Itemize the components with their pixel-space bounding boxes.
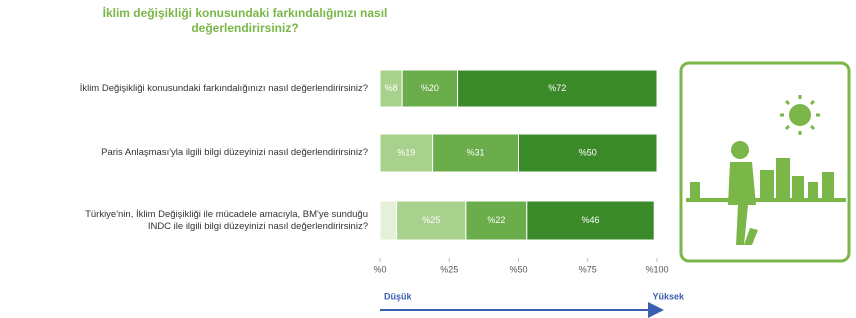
x-tick-label: %100 bbox=[645, 264, 668, 274]
chart: %0 %25 %50 %75 %100 Düşük Yüksek %8 %20 %72 %19 %31… bbox=[0, 0, 856, 318]
x-tick-label: %50 bbox=[509, 264, 527, 274]
value-label: %46 bbox=[582, 215, 600, 225]
value-label: %20 bbox=[421, 83, 439, 93]
category-label: Türkiye'nin, İklim Değişikliği ile mücad… bbox=[68, 209, 368, 233]
value-label: %8 bbox=[385, 83, 398, 93]
scale-low-label: Düşük bbox=[384, 291, 413, 301]
value-label: %72 bbox=[548, 83, 566, 93]
category-label: Paris Anlaşması'yla ilgili bilgi düzeyin… bbox=[68, 147, 368, 159]
x-tick-label: %75 bbox=[579, 264, 597, 274]
category-label: İklim Değişikliği konusundaki farkındalı… bbox=[68, 83, 368, 95]
value-label: %31 bbox=[467, 147, 485, 157]
x-tick-label: %25 bbox=[440, 264, 458, 274]
page: %0 %25 %50 %75 %100 Düşük Yüksek %8 %20 %72 %19 %31… bbox=[0, 0, 856, 318]
value-label: %50 bbox=[579, 147, 597, 157]
x-tick-label: %0 bbox=[373, 264, 386, 274]
value-label: %19 bbox=[397, 147, 415, 157]
value-label: %25 bbox=[422, 215, 440, 225]
scale-high-label: Yüksek bbox=[652, 291, 685, 301]
illustration bbox=[681, 63, 849, 261]
value-label: %22 bbox=[487, 215, 505, 225]
chart-title: İklim değişikliği konusundaki farkındalı… bbox=[90, 6, 400, 36]
bar-segment bbox=[380, 201, 397, 240]
